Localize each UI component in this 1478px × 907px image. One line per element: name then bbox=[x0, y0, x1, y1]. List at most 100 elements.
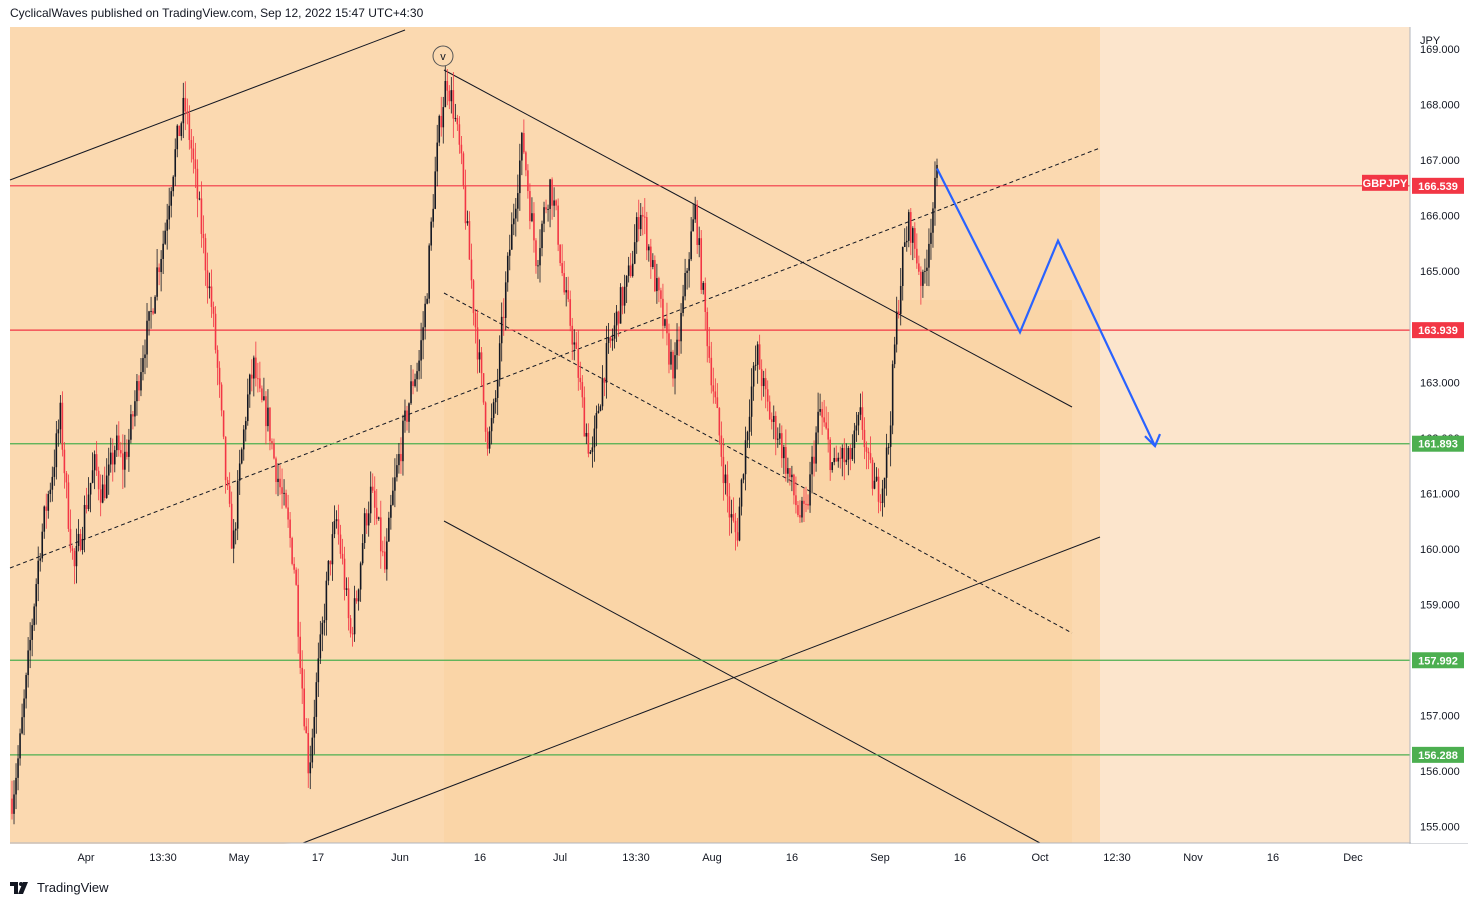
candle bbox=[795, 476, 797, 514]
candle bbox=[861, 391, 864, 440]
candle bbox=[617, 310, 620, 337]
candle bbox=[922, 269, 924, 298]
candle bbox=[83, 495, 86, 553]
candle-body bbox=[714, 391, 717, 398]
candle bbox=[635, 212, 638, 254]
candle-body bbox=[674, 355, 676, 379]
candle bbox=[281, 468, 283, 509]
candle bbox=[458, 116, 461, 154]
candle-body bbox=[462, 153, 465, 186]
candle-body bbox=[718, 408, 721, 436]
candle bbox=[521, 131, 523, 176]
candle bbox=[158, 263, 160, 286]
candle-body bbox=[418, 360, 420, 372]
candle-body bbox=[162, 243, 164, 259]
candle-body bbox=[597, 410, 600, 414]
candle-body bbox=[496, 379, 499, 398]
candle bbox=[73, 548, 76, 585]
candle bbox=[279, 465, 281, 495]
candle bbox=[228, 472, 231, 508]
candle bbox=[916, 233, 918, 269]
candle-body bbox=[359, 563, 362, 590]
candle-body bbox=[341, 553, 344, 559]
candle bbox=[549, 178, 551, 228]
candle bbox=[170, 187, 173, 218]
candle-body bbox=[115, 435, 118, 451]
candle bbox=[164, 222, 166, 245]
candle bbox=[905, 226, 908, 252]
trendlines bbox=[9, 29, 1101, 844]
candle bbox=[686, 267, 688, 290]
price-tag-161.893: 161.893 bbox=[1412, 435, 1464, 452]
candle bbox=[101, 474, 104, 504]
candle bbox=[807, 494, 809, 510]
candle-body bbox=[706, 311, 709, 347]
candle bbox=[206, 252, 209, 304]
shaded-zones bbox=[10, 27, 1100, 860]
candle-body bbox=[45, 506, 48, 511]
candle-body bbox=[480, 352, 483, 374]
candle bbox=[244, 416, 247, 442]
candle-body bbox=[390, 504, 392, 518]
candle-body bbox=[77, 533, 80, 546]
candle-body bbox=[646, 217, 648, 251]
candle-body bbox=[895, 311, 898, 345]
candle-body bbox=[478, 352, 481, 360]
candle-body bbox=[218, 367, 221, 385]
candle bbox=[200, 181, 203, 248]
price-axis-bg bbox=[1411, 27, 1469, 843]
candle bbox=[496, 368, 499, 416]
symbol-tag-box bbox=[1362, 174, 1408, 191]
candle bbox=[529, 183, 531, 230]
candle bbox=[113, 445, 116, 473]
candle-body bbox=[698, 238, 701, 245]
candle bbox=[746, 430, 749, 448]
candle-body bbox=[897, 311, 900, 314]
candle-body bbox=[668, 333, 670, 365]
candle bbox=[77, 519, 80, 552]
candle-body bbox=[609, 337, 612, 341]
candle bbox=[907, 209, 910, 248]
candle bbox=[315, 672, 318, 734]
candle bbox=[13, 780, 15, 825]
candle bbox=[232, 518, 235, 564]
candle-body bbox=[569, 299, 572, 326]
candle bbox=[271, 438, 273, 450]
candle-body bbox=[202, 233, 205, 239]
candle-body bbox=[200, 198, 203, 234]
candle bbox=[609, 335, 612, 348]
candle bbox=[120, 441, 122, 458]
candle-body bbox=[768, 401, 771, 420]
price-tag-text: 161.893 bbox=[1418, 439, 1458, 451]
candle-body bbox=[885, 447, 888, 478]
candle-body bbox=[783, 447, 785, 459]
tradingview-logo[interactable]: TradingView bbox=[10, 880, 109, 895]
candle-body bbox=[504, 282, 507, 318]
candle-body bbox=[248, 374, 251, 395]
candle bbox=[579, 361, 582, 390]
candle bbox=[728, 483, 731, 536]
candle-body bbox=[192, 148, 195, 160]
candle-body bbox=[335, 519, 338, 522]
candle bbox=[246, 378, 249, 426]
candle bbox=[867, 447, 870, 470]
candle bbox=[857, 411, 860, 436]
candle-body bbox=[476, 327, 479, 360]
candle bbox=[573, 329, 576, 361]
candle bbox=[601, 365, 604, 411]
candle bbox=[535, 238, 537, 274]
price-tag-text: 166.539 bbox=[1418, 181, 1458, 193]
candle bbox=[517, 174, 519, 222]
candle bbox=[194, 142, 197, 189]
candle bbox=[335, 510, 338, 529]
candle-body bbox=[819, 409, 821, 412]
price-tag-163.939: 163.939 bbox=[1412, 322, 1464, 339]
price-tick-label: 169.000 bbox=[1420, 44, 1460, 56]
candle-body bbox=[458, 124, 461, 145]
candle bbox=[623, 274, 626, 314]
candle-body bbox=[934, 177, 936, 209]
candle-body bbox=[899, 285, 902, 314]
candle bbox=[629, 253, 632, 278]
time-tick-label: 16 bbox=[474, 852, 486, 864]
